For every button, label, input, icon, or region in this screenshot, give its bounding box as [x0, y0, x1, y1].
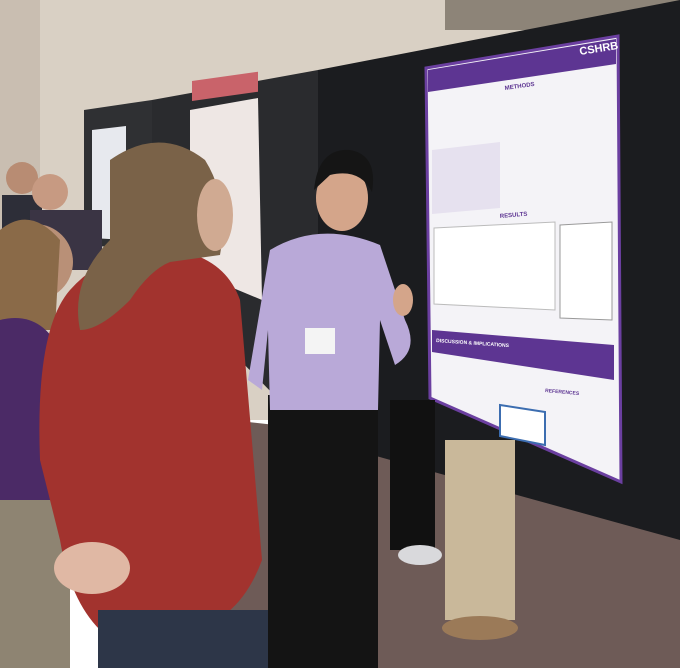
poster-section: RESULTS — [500, 212, 528, 220]
pants — [268, 395, 378, 668]
poster-pink-header — [192, 71, 258, 102]
head — [316, 165, 368, 231]
shoe — [442, 616, 518, 640]
hair — [0, 219, 60, 330]
poster-logo-box — [499, 403, 546, 447]
head — [32, 174, 68, 210]
hands — [54, 542, 130, 594]
head — [6, 162, 38, 194]
person-legs — [445, 440, 515, 620]
hand — [393, 284, 413, 316]
poster-header — [428, 39, 616, 92]
shirt — [39, 249, 262, 630]
poster-graph — [559, 221, 613, 321]
person-legs — [390, 400, 435, 550]
poster-section: METHODS — [504, 82, 535, 92]
poster-section: DISCUSSION & IMPLICATIONS — [436, 338, 510, 349]
jeans — [98, 610, 268, 668]
poster-band — [432, 330, 614, 380]
face — [197, 179, 233, 251]
poster-table — [433, 221, 556, 311]
badge — [305, 328, 335, 354]
poster-block — [432, 142, 500, 214]
poster-section: REFERENCES — [545, 388, 580, 397]
shirt — [248, 233, 411, 410]
hair — [314, 149, 374, 192]
shoe — [398, 545, 442, 565]
hair — [78, 142, 223, 330]
